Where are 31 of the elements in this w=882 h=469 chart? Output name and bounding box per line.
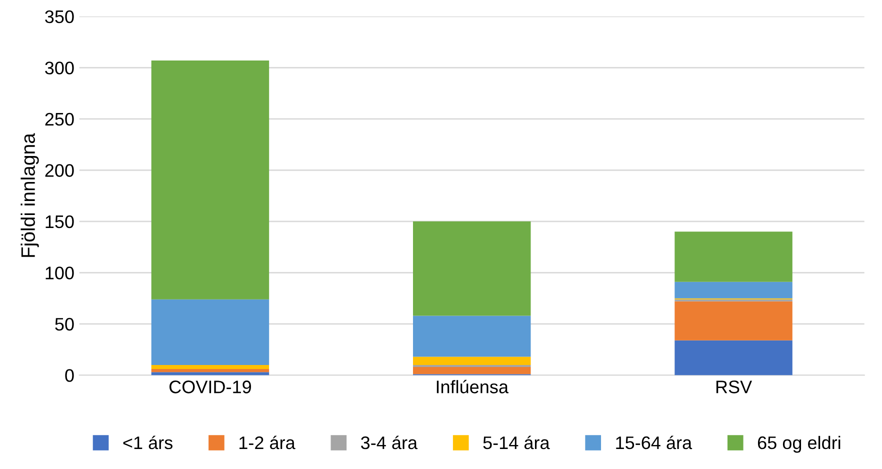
legend-label: <1 árs xyxy=(123,436,172,450)
y-axis-title: Fjöldi innlagna xyxy=(20,133,39,257)
x-tick-label: Inflúensa xyxy=(436,380,509,394)
legend-label: 15-64 ára xyxy=(616,436,692,450)
x-tick-label: RSV xyxy=(716,380,752,394)
bar xyxy=(151,364,270,370)
bar xyxy=(674,232,792,282)
legend-label: 65 og eldri xyxy=(758,436,840,453)
bar xyxy=(151,299,270,365)
y-tick-label: 350 xyxy=(45,10,74,24)
y-tick-label: 50 xyxy=(55,318,74,331)
bar xyxy=(674,340,792,376)
y-tick-label: 100 xyxy=(46,266,74,280)
bar xyxy=(674,282,792,298)
y-tick-label: 250 xyxy=(45,112,74,126)
bar xyxy=(412,221,531,316)
bar xyxy=(151,369,270,372)
y-tick-label: 200 xyxy=(45,164,74,177)
y-tick-label: 300 xyxy=(45,62,74,74)
bar xyxy=(412,316,531,357)
bar xyxy=(674,301,792,340)
y-tick-label: 150 xyxy=(46,215,74,228)
bar xyxy=(412,367,531,374)
bar xyxy=(151,372,270,376)
legend-label: 1-2 ára xyxy=(240,436,296,450)
y-tick-label: 0 xyxy=(65,369,74,382)
legend-label: 5-14 ára xyxy=(483,436,550,450)
bar xyxy=(412,356,531,365)
bar xyxy=(151,60,270,300)
legend-label: 3-4 ára xyxy=(361,436,418,450)
x-tick-label: COVID-19 xyxy=(169,380,251,394)
